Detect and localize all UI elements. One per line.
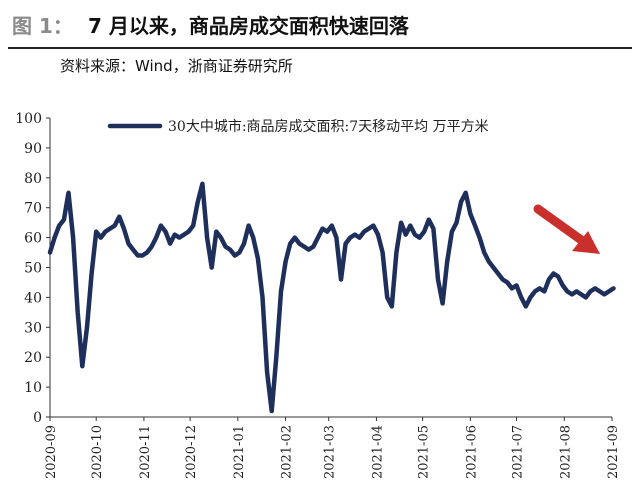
figure-header: 图 1： 7 月以来，商品房成交面积快速回落 资料来源：Wind，浙商证券研究所 [0, 0, 640, 75]
figure-number: 图 1： [12, 14, 73, 38]
x-tick-label: 2021-09 [606, 425, 621, 479]
figure-title: 7 月以来，商品房成交面积快速回落 [88, 14, 409, 38]
chart-container: 0 10 20 30 40 50 60 70 80 90 100 2020-09 2020-10 202… [0, 84, 640, 493]
x-tick-label: 2020-11 [138, 425, 153, 479]
x-tick-label: 2021-06 [464, 425, 479, 479]
x-tick-label: 2021-03 [323, 425, 338, 479]
y-tick-label: 70 [24, 201, 42, 217]
trend-arrow-shaft [533, 204, 589, 247]
x-tick-label: 2021-04 [370, 425, 385, 479]
legend-label: 30大中城市:商品房成交面积:7天移动平均 万平方米 [168, 118, 489, 135]
y-tick-label: 40 [24, 290, 42, 306]
legend: 30大中城市:商品房成交面积:7天移动平均 万平方米 [107, 118, 489, 135]
x-tick-label: 2020-12 [184, 425, 199, 479]
y-tick-label: 0 [33, 410, 42, 426]
y-tick-label: 60 [24, 231, 42, 247]
axes [49, 118, 612, 418]
series-line [47, 181, 616, 414]
x-tick-label: 2021-08 [558, 425, 573, 479]
y-tick-label: 50 [24, 261, 42, 277]
header-divider [8, 47, 632, 49]
annotation-group [533, 204, 600, 254]
x-tick-label: 2020-10 [90, 425, 105, 479]
x-tick-label: 2021-02 [280, 425, 295, 479]
series-group [47, 181, 616, 414]
x-tick-label: 2020-09 [44, 425, 59, 479]
x-tick-label: 2021-07 [511, 425, 526, 479]
x-axis-ticks: 2020-09 2020-10 2020-11 2020-12 2021-01 2021-… [44, 417, 621, 479]
trend-arrow-head [572, 231, 600, 254]
y-tick-label: 90 [24, 141, 42, 157]
x-tick-label: 2021-05 [417, 425, 432, 479]
y-tick-label: 30 [24, 320, 42, 336]
y-tick-label: 10 [24, 380, 42, 396]
y-tick-label: 80 [24, 171, 42, 187]
y-axis-ticks: 0 10 20 30 40 50 60 70 80 90 100 [15, 111, 50, 426]
x-tick-label: 2021-01 [232, 425, 247, 479]
y-tick-label: 20 [24, 350, 42, 366]
source-note: 资料来源：Wind，浙商证券研究所 [60, 57, 293, 75]
y-tick-label: 100 [15, 111, 42, 127]
